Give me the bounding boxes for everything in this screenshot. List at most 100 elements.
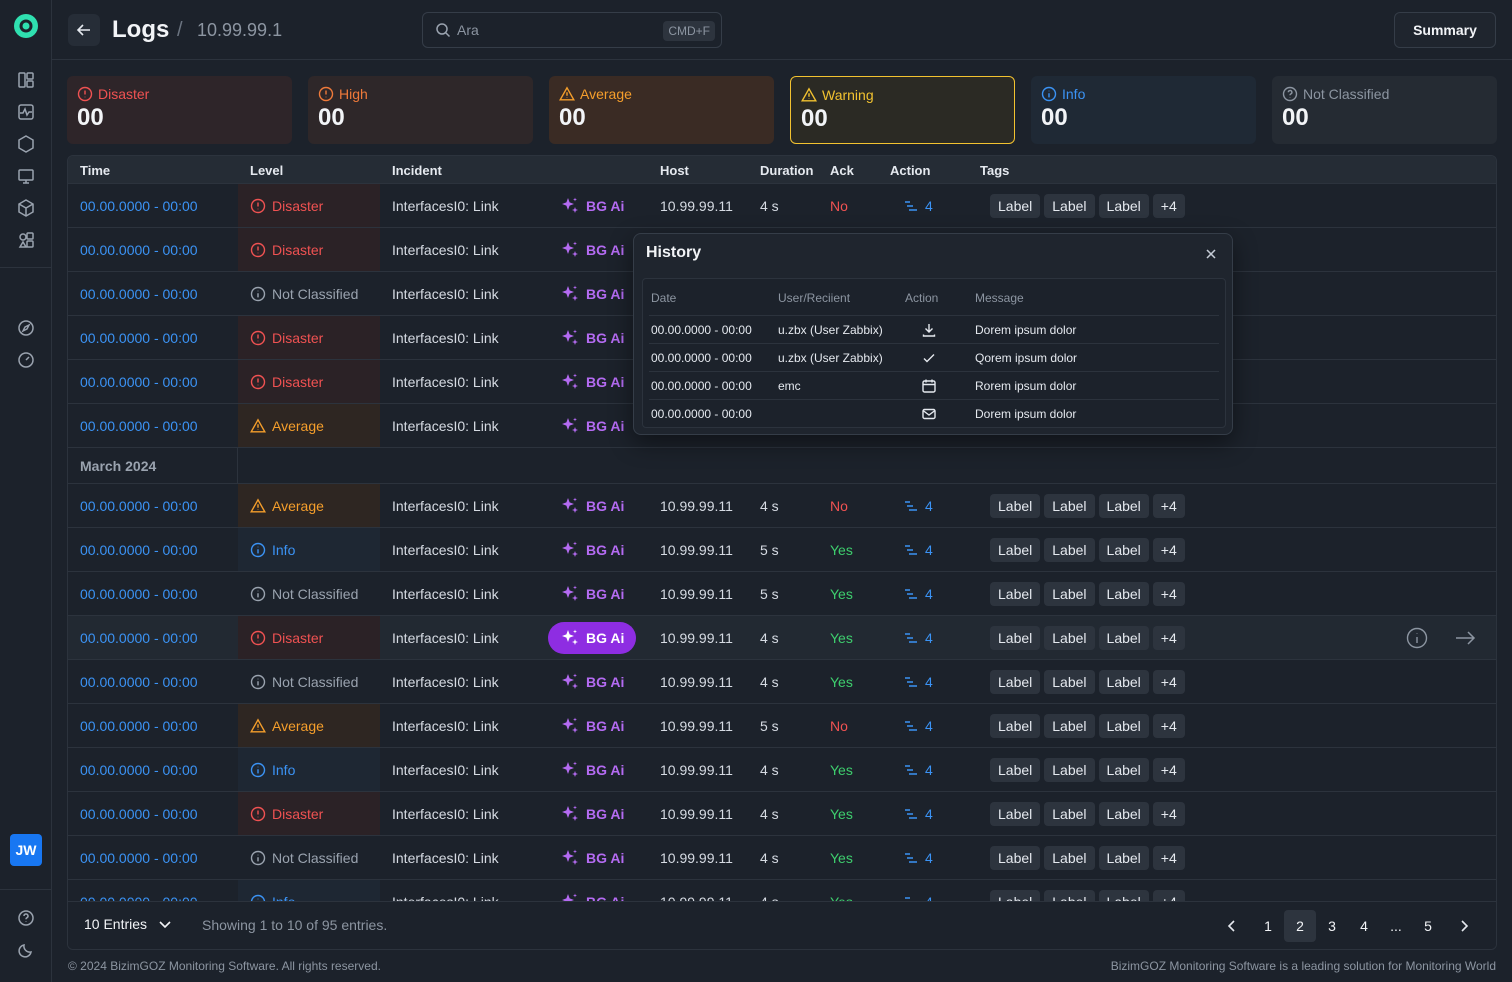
tag-label[interactable]: Label [990,669,1041,694]
card-average[interactable]: Average 00 [549,76,774,144]
page-1[interactable]: 1 [1264,918,1272,934]
dashboard-icon[interactable] [16,70,36,90]
tag-label[interactable]: Label [1044,757,1095,782]
prev-page-button[interactable] [1212,910,1252,942]
tag-more[interactable]: +4 [1152,625,1185,650]
tag-more[interactable]: +4 [1152,669,1185,694]
table-row[interactable]: 00.00.0000 - 00:00 Average InterfacesI0: L… [68,484,1496,528]
tag-more[interactable]: +4 [1152,757,1185,782]
tag-label[interactable]: Label [1044,801,1095,826]
row-time[interactable]: 00.00.0000 - 00:00 [80,805,198,822]
bg-ai-button[interactable]: BG Ai [548,666,636,698]
tag-label[interactable]: Label [1044,193,1095,218]
tag-more[interactable]: +4 [1152,581,1185,606]
monitor-icon[interactable] [16,166,36,186]
card-high[interactable]: High 00 [308,76,533,144]
col-time[interactable]: Time [80,163,111,178]
tag-label[interactable]: Label [1044,625,1095,650]
bg-ai-button[interactable]: BG Ai [548,622,637,654]
bg-ai-button[interactable]: BG Ai [548,190,636,222]
tag-label[interactable]: Label [990,625,1041,650]
next-page-button[interactable] [1444,910,1484,942]
card-warning[interactable]: Warning 00 [790,76,1015,144]
bg-ai-button[interactable]: BG Ai [548,410,636,442]
tag-label[interactable]: Label [1098,713,1149,738]
tag-label[interactable]: Label [1098,757,1149,782]
row-time[interactable]: 00.00.0000 - 00:00 [80,373,198,390]
row-time[interactable]: 00.00.0000 - 00:00 [80,329,198,346]
table-row[interactable]: 00.00.0000 - 00:00 Not Classified Interfac… [68,272,1496,316]
tag-more[interactable]: +4 [1152,845,1185,870]
col-tags[interactable]: Tags [980,163,1010,178]
tag-label[interactable]: Label [1044,669,1095,694]
activity-icon[interactable] [16,102,36,122]
tag-label[interactable]: Label [990,757,1041,782]
col-action[interactable]: Action [890,163,931,178]
tag-label[interactable]: Label [990,537,1041,562]
tag-label[interactable]: Label [990,581,1041,606]
tag-label[interactable]: Label [1098,625,1149,650]
compass-icon[interactable] [16,318,36,338]
tag-label[interactable]: Label [1098,193,1149,218]
table-row[interactable]: 00.00.0000 - 00:00 Not Classified Interfac… [68,660,1496,704]
tag-more[interactable]: +4 [1152,193,1185,218]
tag-label[interactable]: Label [1044,581,1095,606]
row-action-button[interactable]: 4 [903,660,933,703]
summary-button[interactable]: Summary [1394,12,1496,48]
page-2[interactable]: 2 [1284,910,1316,942]
gauge-icon[interactable] [16,350,36,370]
col-level[interactable]: Level [250,163,284,178]
tag-more[interactable]: +4 [1152,493,1185,518]
table-row[interactable]: 00.00.0000 - 00:00 Average InterfacesI0: L… [68,704,1496,748]
bg-ai-button[interactable]: BG Ai [548,798,636,830]
bg-ai-button[interactable]: BG Ai [548,322,636,354]
card-not-classified[interactable]: Not Classified 00 [1272,76,1497,144]
row-time[interactable]: 00.00.0000 - 00:00 [80,541,198,558]
back-button[interactable] [68,14,100,46]
tag-label[interactable]: Label [1098,669,1149,694]
tag-label[interactable]: Label [1098,581,1149,606]
row-action-button[interactable]: 4 [903,704,933,747]
tag-label[interactable]: Label [1098,537,1149,562]
row-time[interactable]: 00.00.0000 - 00:00 [80,497,198,514]
app-logo-icon[interactable] [13,13,39,39]
arrow-right-icon[interactable] [1454,627,1476,649]
row-time[interactable]: 00.00.0000 - 00:00 [80,585,198,602]
table-row[interactable]: 00.00.0000 - 00:00 Average InterfacesI0: L… [68,404,1496,448]
box-icon[interactable] [16,198,36,218]
row-action-button[interactable]: 4 [903,616,933,659]
tag-label[interactable]: Label [990,801,1041,826]
page-3[interactable]: 3 [1328,918,1336,934]
bg-ai-button[interactable]: BG Ai [548,234,636,266]
bg-ai-button[interactable]: BG Ai [548,710,636,742]
bg-ai-button[interactable]: BG Ai [548,754,636,786]
row-time[interactable]: 00.00.0000 - 00:00 [80,849,198,866]
hexagon-icon[interactable] [16,134,36,154]
row-time[interactable]: 00.00.0000 - 00:00 [80,241,198,258]
table-row[interactable]: 00.00.0000 - 00:00 Disaster InterfacesI0: … [68,616,1496,660]
tag-label[interactable]: Label [1098,801,1149,826]
tag-label[interactable]: Label [990,193,1041,218]
bg-ai-button[interactable]: BG Ai [548,366,636,398]
col-duration[interactable]: Duration [760,163,814,178]
table-row[interactable]: 00.00.0000 - 00:00 Disaster InterfacesI0: … [68,184,1496,228]
shapes-icon[interactable] [16,230,36,250]
tag-more[interactable]: +4 [1152,713,1185,738]
tag-label[interactable]: Label [990,493,1041,518]
bg-ai-button[interactable]: BG Ai [548,842,636,874]
row-action-button[interactable]: 4 [903,748,933,791]
table-row[interactable]: 00.00.0000 - 00:00 Disaster InterfacesI0: … [68,792,1496,836]
card-info[interactable]: Info 00 [1031,76,1256,144]
close-icon[interactable] [1204,247,1218,261]
card-disaster[interactable]: Disaster 00 [67,76,292,144]
tag-label[interactable]: Label [990,845,1041,870]
table-row[interactable]: 00.00.0000 - 00:00 Not Classified Interfac… [68,572,1496,616]
row-action-button[interactable]: 4 [903,484,933,527]
moon-icon[interactable] [16,940,36,960]
tag-label[interactable]: Label [1044,493,1095,518]
tag-label[interactable]: Label [1098,493,1149,518]
row-time[interactable]: 00.00.0000 - 00:00 [80,417,198,434]
col-host[interactable]: Host [660,163,689,178]
row-action-button[interactable]: 4 [903,528,933,571]
tag-label[interactable]: Label [1044,537,1095,562]
